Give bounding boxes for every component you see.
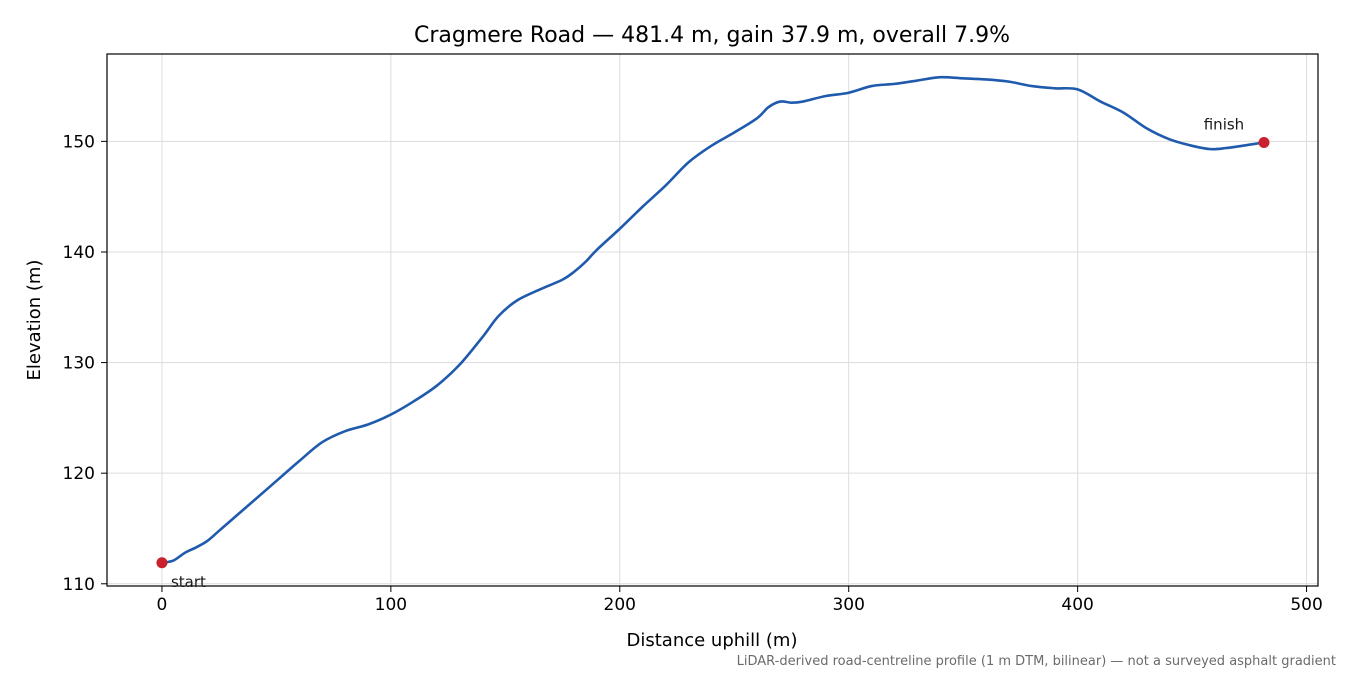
finish-label: finish (1204, 115, 1244, 133)
chart-title: Cragmere Road — 481.4 m, gain 37.9 m, ov… (414, 23, 1010, 48)
x-tick-label: 300 (832, 595, 864, 615)
x-tick-label: 400 (1061, 595, 1093, 615)
finish-marker (1258, 136, 1270, 148)
axis-ticks: 0 100 200 300 400 500 110 120 130 140 150 (63, 132, 1323, 615)
y-tick-label: 130 (63, 354, 95, 374)
y-tick-label: 140 (63, 243, 95, 263)
grid (107, 54, 1318, 586)
start-marker (156, 557, 168, 569)
x-tick-label: 200 (604, 595, 636, 615)
x-tick-label: 500 (1290, 595, 1322, 615)
y-tick-label: 150 (63, 132, 95, 152)
y-axis-label: Elevation (m) (24, 260, 45, 381)
x-axis-label: Distance uphill (m) (627, 630, 798, 651)
y-tick-label: 110 (63, 575, 95, 595)
x-tick-label: 100 (375, 595, 407, 615)
y-tick-label: 120 (63, 464, 95, 484)
footnote: LiDAR-derived road-centreline profile (1… (737, 654, 1336, 669)
x-tick-label: 0 (157, 595, 168, 615)
plot-area-frame (106, 53, 1319, 587)
start-label: start (171, 573, 206, 591)
elevation-line (160, 75, 1266, 565)
